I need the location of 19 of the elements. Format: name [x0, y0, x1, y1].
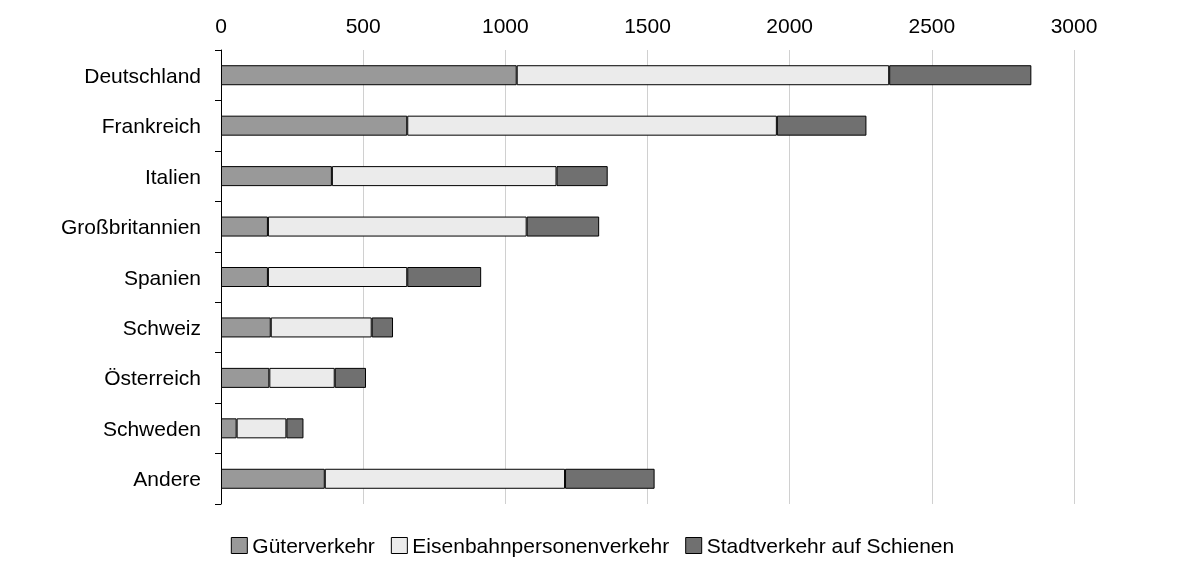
x-tick-label: 500: [345, 14, 381, 37]
y-tick-label: Schweden: [102, 416, 201, 440]
x-tick-label: 0: [215, 14, 227, 37]
y-tick-label: Österreich: [104, 366, 201, 390]
y-tick-label: Andere: [133, 467, 201, 491]
x-tick-label: 1000: [481, 14, 529, 37]
x-tick-label: 3000: [1050, 14, 1098, 37]
legend-label: Stadtverkehr auf Schienen: [706, 534, 955, 557]
y-tick-label: Spanien: [123, 265, 201, 289]
y-tick-label: Großbritannien: [60, 215, 201, 239]
y-tick-label: Deutschland: [84, 63, 201, 87]
legend-label: Eisenbahnpersonenverkehr: [412, 534, 670, 557]
y-tick-label: Frankreich: [101, 114, 201, 138]
x-tick-label: 2500: [908, 14, 956, 37]
x-tick-label: 2000: [766, 14, 814, 37]
legend-label: Güterverkehr: [252, 534, 375, 557]
y-tick-label: Italien: [144, 164, 201, 188]
y-tick-label: Schweiz: [122, 315, 201, 339]
x-tick-label: 1500: [624, 14, 671, 37]
